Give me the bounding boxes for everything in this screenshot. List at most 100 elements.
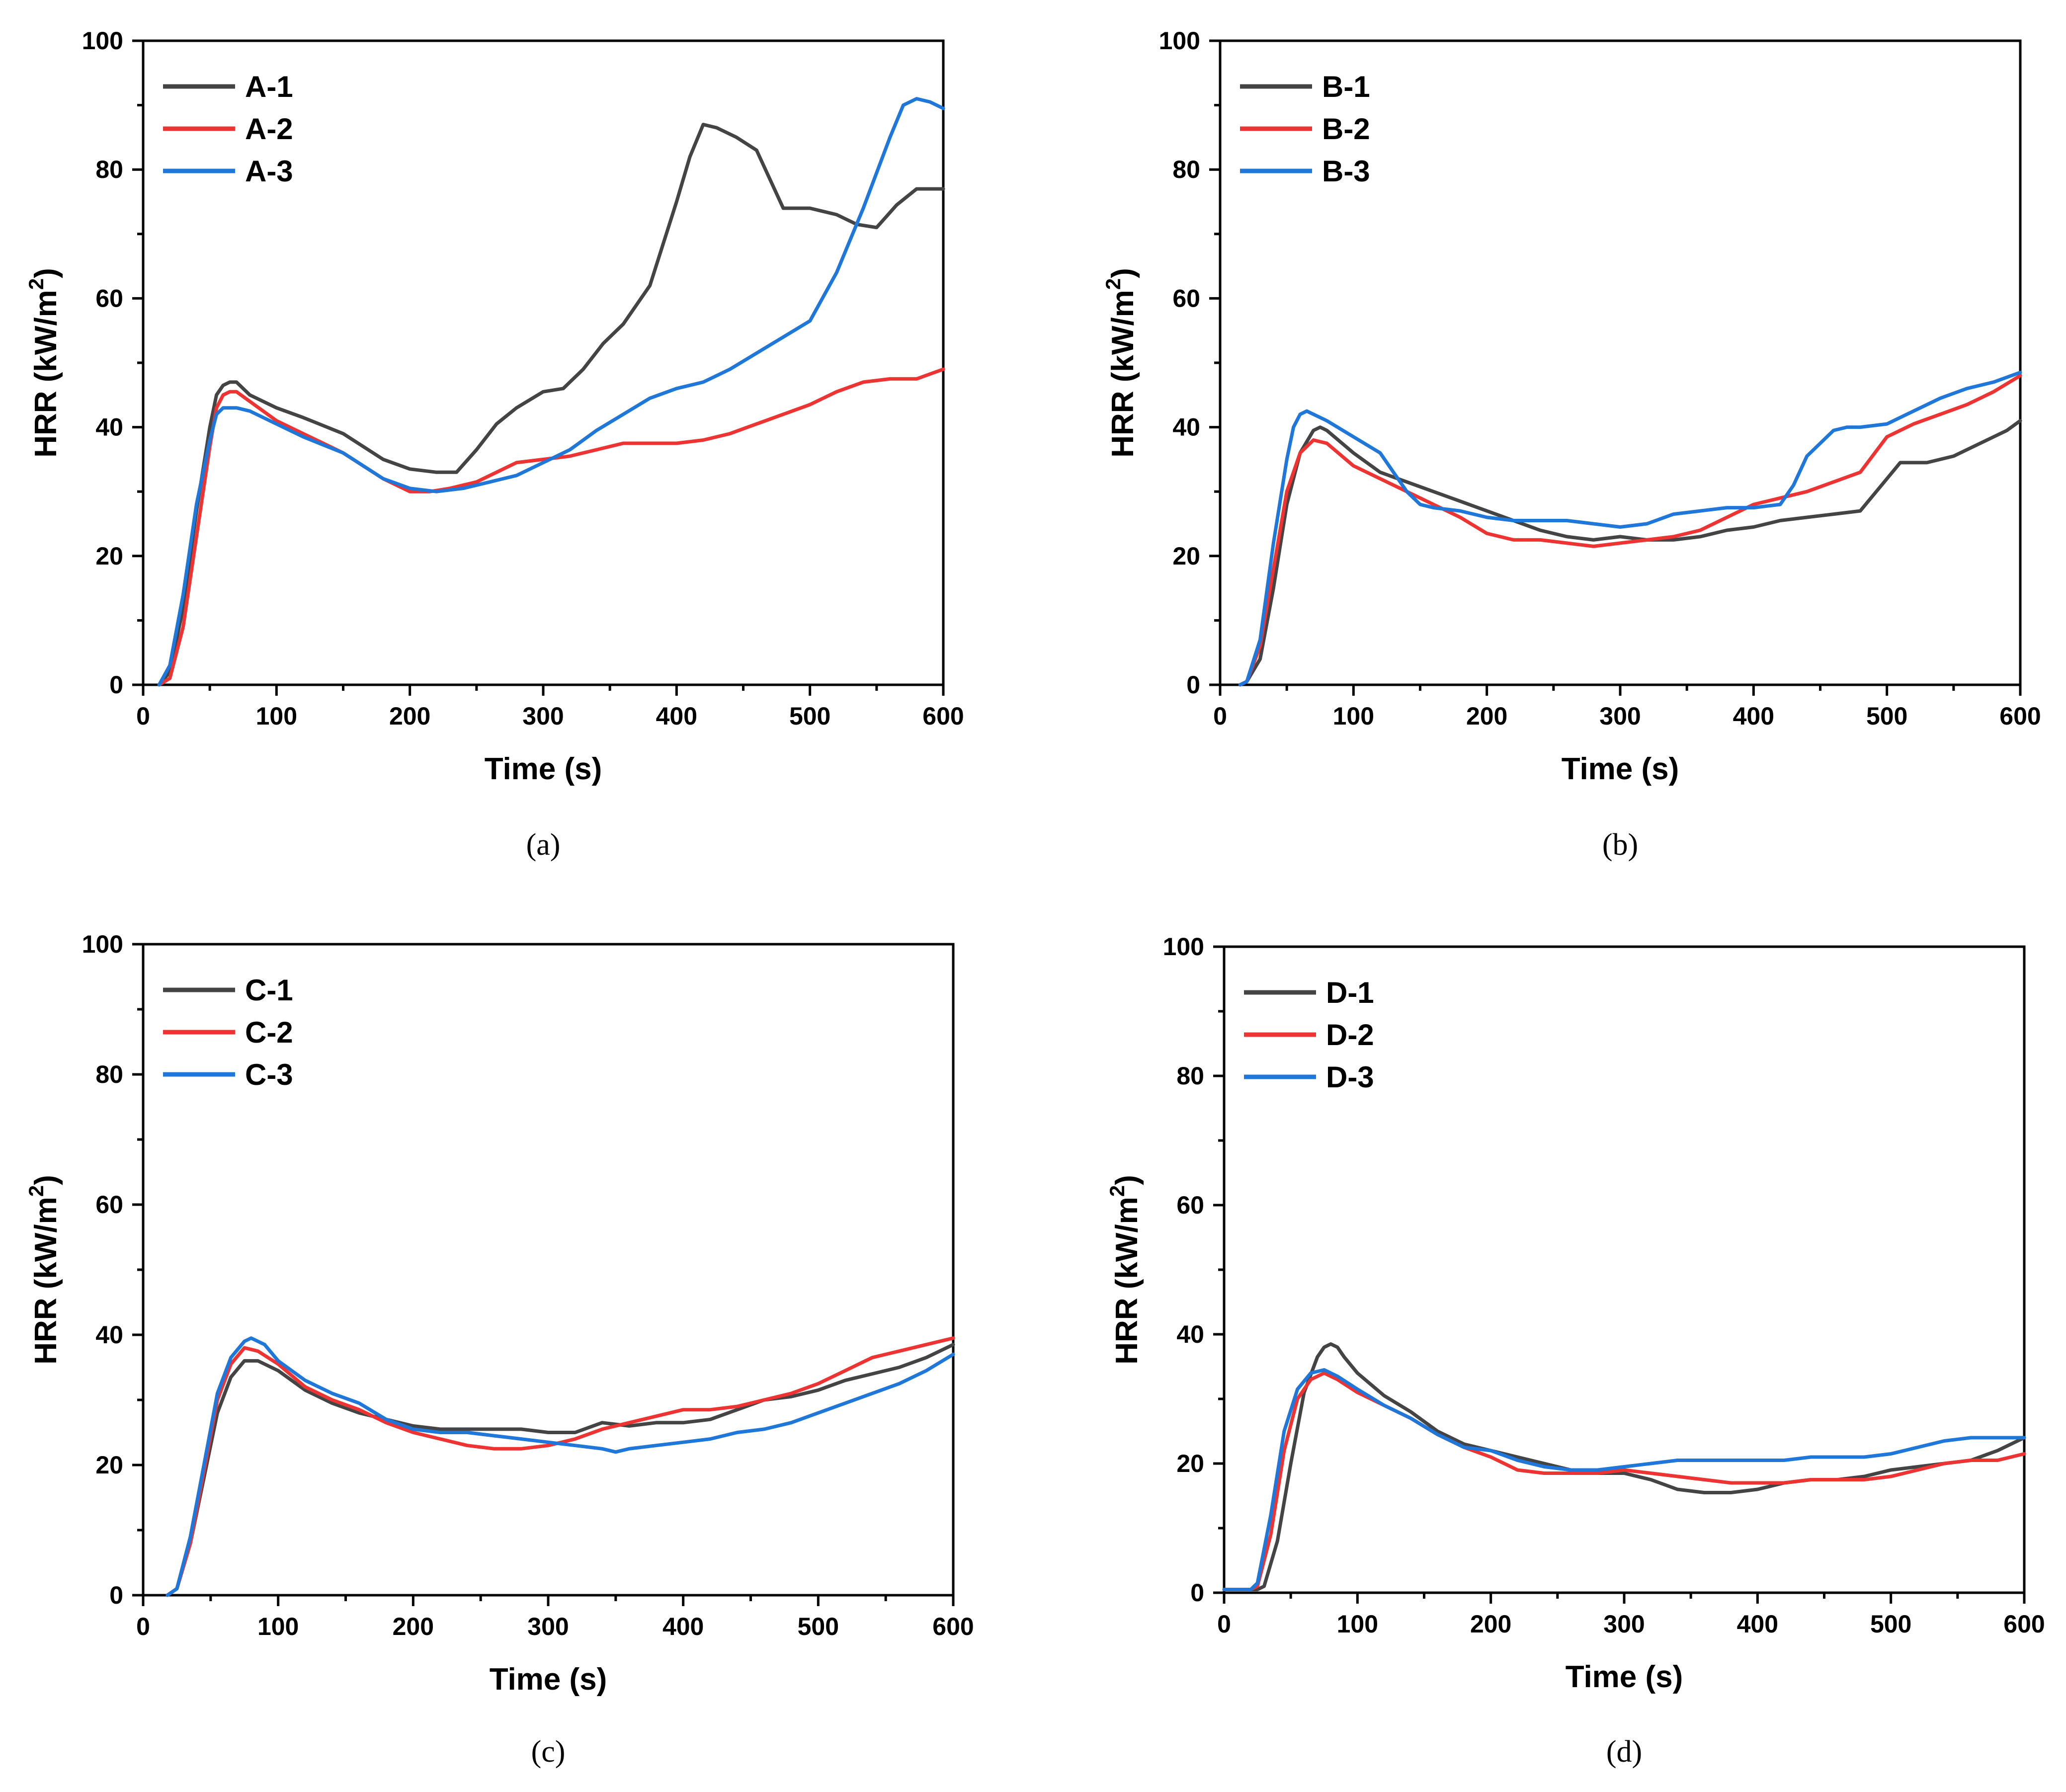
x-tick-label: 200 (1466, 702, 1507, 730)
series-line-C-3 (165, 1336, 955, 1597)
series-line-B-2 (1238, 374, 2022, 687)
x-axis-title: Time (s) (1562, 752, 1679, 786)
x-tick-label: 0 (1217, 1610, 1231, 1638)
y-axis-title-superscript: 2 (1105, 1185, 1129, 1197)
series-line-A-2 (157, 367, 945, 687)
x-tick-label: 600 (1999, 702, 2041, 730)
legend-label: C-1 (245, 974, 293, 1007)
series-line-A-3 (157, 97, 945, 687)
x-tick-label: 300 (1599, 702, 1641, 730)
x-tick-label: 100 (1337, 1610, 1378, 1638)
y-tick-label: 100 (1159, 27, 1200, 55)
panel-label: (c) (531, 1735, 566, 1769)
y-axis-title-main: HRR (kW/m (1110, 1197, 1144, 1365)
series-line-C-1 (165, 1343, 955, 1597)
chart-panel-3: 0 100 200 300 400 500 600 0 20 40 60 80 100 Time (s) H… (24, 930, 974, 1769)
x-tick-label: 0 (136, 702, 150, 730)
y-axis-title: HRR (kW/m2) (24, 1175, 63, 1365)
chart-panel-1: 0 100 200 300 400 500 600 0 20 40 60 80 100 Time (s) H… (24, 27, 964, 862)
x-tick-label: 600 (2003, 1610, 2045, 1638)
y-tick-label: 60 (1172, 284, 1200, 312)
series-line-D-3 (1222, 1368, 2026, 1591)
y-axis-title-main: HRR (kW/m (29, 290, 63, 458)
legend-label: D-1 (1326, 976, 1374, 1009)
y-axis-title-close: ) (29, 268, 63, 278)
y-tick-label: 100 (1163, 933, 1204, 961)
x-axis-title: Time (s) (1566, 1660, 1683, 1694)
y-tick-label: 0 (1190, 1579, 1204, 1607)
y-axis-title-main: HRR (kW/m (29, 1197, 63, 1365)
series-line-D-1 (1222, 1342, 2026, 1591)
series-line-B-1 (1238, 419, 2022, 687)
y-tick-label: 60 (1176, 1191, 1204, 1219)
x-tick-label: 200 (1470, 1610, 1511, 1638)
y-axis-title: HRR (kW/m2) (24, 268, 63, 458)
legend-label: C-2 (245, 1016, 293, 1049)
series-line-D-2 (1222, 1371, 2026, 1591)
y-axis-title: HRR (kW/m2) (1105, 1175, 1144, 1365)
y-tick-label: 20 (95, 1451, 123, 1479)
x-tick-label: 0 (136, 1613, 150, 1640)
x-tick-label: 100 (1333, 702, 1374, 730)
y-axis-title-close: ) (1110, 1175, 1144, 1185)
y-tick-label: 100 (82, 27, 123, 55)
y-axis-title-superscript: 2 (1101, 278, 1125, 290)
y-tick-label: 20 (95, 542, 123, 570)
y-tick-label: 60 (95, 284, 123, 312)
x-tick-label: 600 (932, 1613, 974, 1640)
x-tick-label: 500 (798, 1613, 839, 1640)
x-tick-label: 100 (256, 702, 297, 730)
y-tick-label: 80 (1172, 156, 1200, 183)
panel-label: (a) (526, 828, 561, 862)
y-tick-label: 40 (1176, 1320, 1204, 1348)
legend-label: A-2 (245, 112, 293, 146)
x-tick-label: 500 (1866, 702, 1907, 730)
y-tick-label: 40 (95, 413, 123, 441)
legend-label: A-3 (245, 155, 293, 188)
x-tick-label: 400 (662, 1613, 704, 1640)
legend-label: B-1 (1322, 70, 1370, 103)
x-tick-label: 500 (789, 702, 830, 730)
x-tick-label: 0 (1213, 702, 1227, 730)
y-tick-label: 0 (109, 1581, 123, 1609)
y-tick-label: 100 (82, 930, 123, 958)
x-tick-label: 100 (257, 1613, 299, 1640)
x-tick-label: 200 (389, 702, 430, 730)
y-tick-label: 40 (1172, 413, 1200, 441)
y-tick-label: 60 (95, 1191, 123, 1219)
legend-label: B-2 (1322, 112, 1370, 146)
x-tick-label: 300 (527, 1613, 569, 1640)
y-tick-label: 40 (95, 1321, 123, 1349)
panel-label: (b) (1602, 828, 1638, 862)
x-tick-label: 300 (522, 702, 564, 730)
x-tick-label: 300 (1603, 1610, 1645, 1638)
y-tick-label: 20 (1172, 542, 1200, 570)
legend-label: D-2 (1326, 1018, 1374, 1052)
y-tick-label: 80 (95, 156, 123, 183)
y-tick-label: 80 (1176, 1062, 1204, 1090)
chart-panel-4: 0 100 200 300 400 500 600 0 20 40 60 80 100 Time (s) H… (1105, 933, 2045, 1769)
y-tick-label: 0 (109, 671, 123, 699)
y-axis-title-close: ) (29, 1175, 63, 1185)
chart-panel-2: 0 100 200 300 400 500 600 0 20 40 60 80 100 Time (s) H… (1101, 27, 2041, 862)
x-tick-label: 400 (1737, 1610, 1778, 1638)
y-tick-label: 0 (1186, 671, 1200, 699)
series-line-B-3 (1238, 370, 2022, 687)
x-tick-label: 500 (1870, 1610, 1911, 1638)
legend-label: B-3 (1322, 155, 1370, 188)
panel-label: (d) (1606, 1735, 1642, 1769)
x-axis-title: Time (s) (485, 752, 602, 786)
x-tick-label: 400 (1733, 702, 1774, 730)
legend-label: D-3 (1326, 1060, 1374, 1094)
x-tick-label: 600 (922, 702, 964, 730)
x-tick-label: 400 (656, 702, 697, 730)
y-axis-title-close: ) (1106, 268, 1140, 278)
y-tick-label: 80 (95, 1060, 123, 1088)
x-tick-label: 200 (393, 1613, 434, 1640)
x-axis-title: Time (s) (490, 1662, 607, 1697)
series-line-A-1 (157, 123, 945, 687)
y-axis-title: HRR (kW/m2) (1101, 268, 1140, 458)
y-axis-title-superscript: 2 (24, 1185, 48, 1197)
series-line-C-2 (165, 1336, 955, 1597)
